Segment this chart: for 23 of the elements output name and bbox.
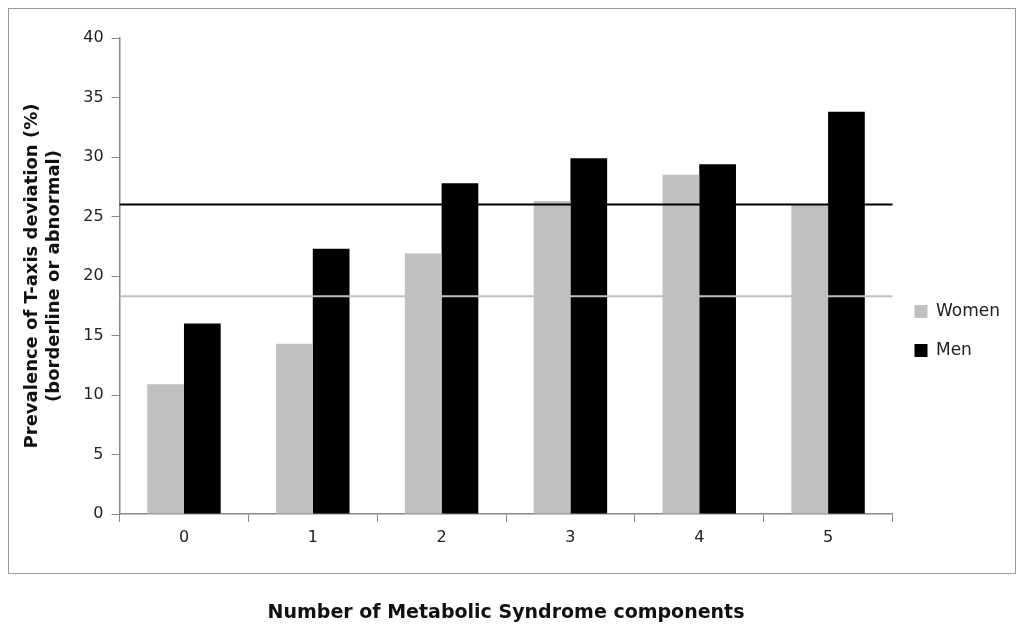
y-axis-title: Prevalence of T-axis deviation (%) (borderline or abnormal) [20,103,64,449]
y-tick-label: 20 [83,265,104,285]
y-tick-label: 10 [83,384,104,404]
y-tick-label: 35 [83,86,104,106]
legend-label: Women [935,299,1001,320]
legend-label: Men [935,338,972,359]
bar [276,343,313,514]
x-tick-label: 2 [436,526,447,546]
x-axis-title: Number of Metabolic Syndrome components [267,599,745,622]
y-tick-label: 0 [93,503,104,523]
bar [183,323,221,514]
bar [312,248,350,514]
x-tick-label: 0 [178,526,190,546]
y-tick-label: 15 [83,324,104,344]
y-tick-label: 25 [83,205,104,225]
x-tick-label: 5 [822,526,834,546]
x-tick-label: 3 [565,526,576,546]
y-tick-label: 5 [93,443,104,463]
x-tick-label: 4 [694,526,705,546]
y-tick-label: 40 [83,27,104,47]
x-tick-label: 1 [307,526,318,546]
y-tick-label: 30 [83,146,104,166]
bar [147,384,184,514]
